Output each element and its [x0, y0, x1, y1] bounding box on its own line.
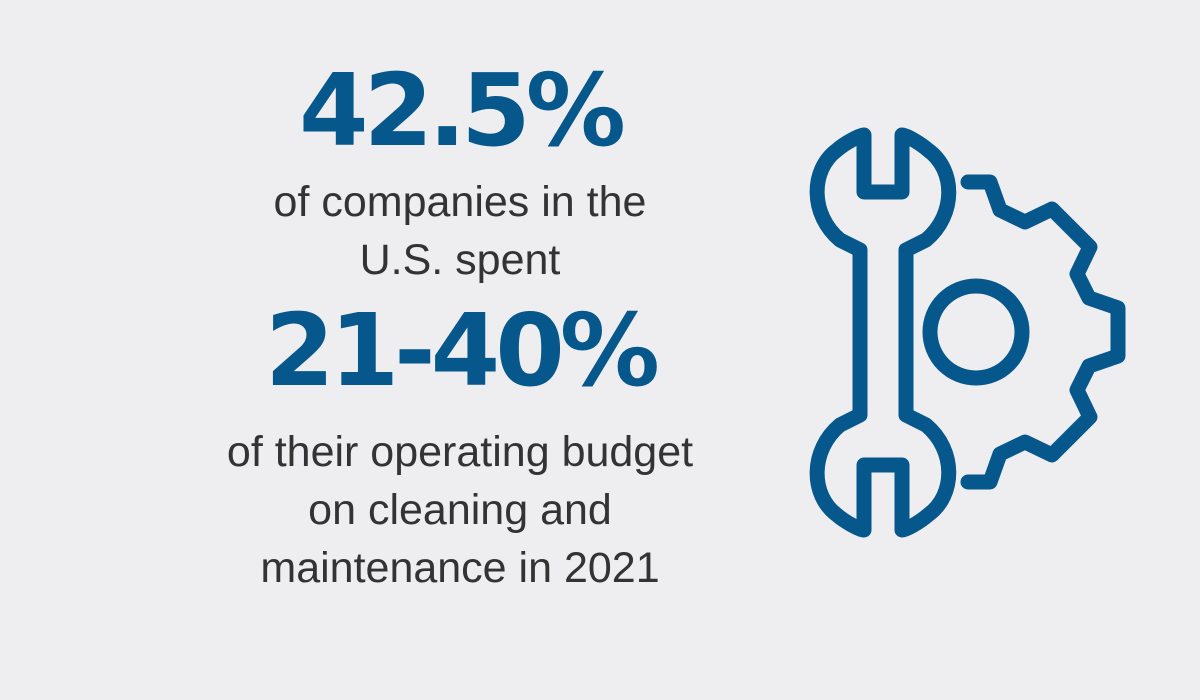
gear-hub — [922, 278, 1030, 386]
caption-line: maintenance in 2021 — [260, 544, 660, 592]
wrench-and-gear-icon — [800, 110, 1140, 550]
statistic-primary-value: 42.5% — [299, 52, 626, 169]
wrench-outline — [809, 127, 957, 538]
caption-line: U.S. spent — [359, 236, 561, 284]
caption-line: of companies in the — [273, 178, 647, 226]
statistic-secondary-caption: of their operating budget on cleaning an… — [160, 423, 760, 597]
gear-outline — [960, 174, 1126, 490]
statistic-primary-caption: of companies in the U.S. spent — [160, 173, 760, 289]
statistic-secondary-value: 21-40% — [264, 292, 660, 409]
caption-line: on cleaning and — [308, 486, 612, 534]
statistic-block: 42.5% of companies in the U.S. spent 21-… — [160, 55, 760, 597]
caption-line: of their operating budget — [226, 428, 694, 476]
